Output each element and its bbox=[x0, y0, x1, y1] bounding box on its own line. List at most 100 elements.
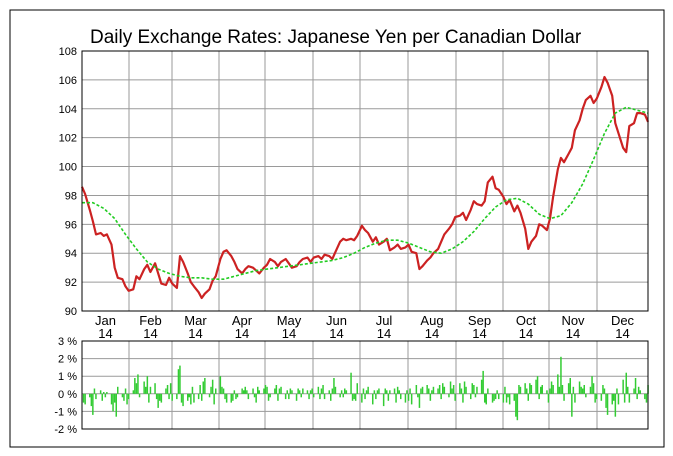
change-bar bbox=[410, 393, 413, 405]
change-bar bbox=[309, 390, 312, 394]
change-bar bbox=[232, 393, 234, 401]
change-bar bbox=[124, 388, 127, 394]
change-bar bbox=[350, 372, 352, 394]
change-bar bbox=[90, 393, 93, 407]
change-bar bbox=[266, 386, 268, 394]
change-bar bbox=[502, 393, 505, 403]
change-bar bbox=[567, 383, 570, 394]
change-y-tick-label: 2 % bbox=[58, 354, 77, 366]
change-bar bbox=[295, 393, 298, 401]
change-bar bbox=[376, 390, 379, 394]
change-bar bbox=[404, 393, 407, 403]
change-bar bbox=[407, 393, 410, 401]
change-bar bbox=[460, 388, 463, 394]
change-bar bbox=[323, 393, 326, 400]
change-bar bbox=[639, 390, 641, 394]
change-bar bbox=[179, 365, 181, 394]
change-bar bbox=[211, 379, 214, 394]
change-bar bbox=[470, 393, 472, 400]
change-bar bbox=[298, 390, 301, 394]
change-bar bbox=[187, 393, 189, 401]
x-year-label: 14 bbox=[282, 326, 296, 341]
change-bar bbox=[420, 388, 422, 394]
change-bar bbox=[603, 388, 606, 394]
y-tick-label: 92 bbox=[65, 277, 77, 289]
change-bar bbox=[297, 388, 299, 394]
change-bar bbox=[361, 393, 363, 403]
change-bar bbox=[333, 378, 335, 394]
change-bar bbox=[591, 376, 593, 394]
change-bar bbox=[372, 393, 374, 405]
change-bar bbox=[463, 381, 466, 394]
x-year-label: 14 bbox=[143, 326, 157, 341]
change-bar bbox=[95, 393, 97, 400]
x-month-label: Jan bbox=[95, 313, 116, 328]
change-y-tick-label: -1 % bbox=[54, 406, 77, 418]
change-bar bbox=[382, 393, 385, 407]
change-bar bbox=[263, 388, 265, 394]
change-bar bbox=[530, 385, 533, 394]
change-bar bbox=[104, 393, 107, 398]
change-bar bbox=[491, 393, 494, 403]
change-bar bbox=[628, 393, 631, 403]
x-year-label: 14 bbox=[615, 326, 629, 341]
change-bar bbox=[384, 388, 386, 394]
change-bar bbox=[550, 381, 553, 394]
change-bar bbox=[345, 390, 348, 394]
change-bar bbox=[201, 393, 203, 401]
x-month-label: Dec bbox=[611, 313, 635, 328]
outer-frame bbox=[9, 9, 665, 448]
x-month-label: Jun bbox=[326, 313, 347, 328]
change-bar bbox=[322, 385, 324, 394]
change-y-tick-label: 1 % bbox=[58, 371, 77, 383]
change-bar bbox=[113, 393, 116, 403]
x-year-label: 14 bbox=[425, 326, 439, 341]
change-bar bbox=[225, 393, 228, 403]
change-bar bbox=[437, 388, 439, 394]
change-bar bbox=[247, 393, 250, 400]
change-y-tick-label: 0 % bbox=[58, 389, 77, 401]
change-bar bbox=[244, 386, 246, 394]
change-bar bbox=[230, 393, 232, 403]
change-bar bbox=[557, 374, 559, 394]
change-bar bbox=[558, 386, 561, 394]
change-bar bbox=[319, 393, 321, 400]
change-bar bbox=[117, 386, 119, 394]
y-tick-label: 100 bbox=[59, 162, 77, 174]
change-bar bbox=[373, 390, 376, 394]
change-bar bbox=[415, 385, 418, 394]
change-bar bbox=[569, 378, 571, 394]
change-y-tick-label: 3 % bbox=[58, 336, 77, 348]
change-bar bbox=[330, 393, 332, 401]
change-bar bbox=[126, 393, 128, 405]
change-bar bbox=[583, 385, 585, 394]
change-bar bbox=[269, 393, 271, 398]
change-bar bbox=[191, 386, 194, 394]
change-bar bbox=[386, 390, 388, 394]
moving-average-line bbox=[82, 106, 649, 281]
change-bar bbox=[496, 390, 498, 394]
y-tick-label: 108 bbox=[59, 46, 77, 58]
change-bar bbox=[288, 393, 290, 400]
change-bar bbox=[160, 393, 163, 403]
daily-rate-line bbox=[80, 75, 650, 300]
change-bar bbox=[302, 388, 304, 394]
change-bar bbox=[617, 393, 620, 405]
change-bar bbox=[93, 388, 96, 394]
change-bar bbox=[471, 383, 473, 394]
main-panel: 9092949698100102104106108Jan14Feb14Mar14… bbox=[9, 9, 665, 448]
change-bar bbox=[243, 390, 245, 394]
change-bar bbox=[518, 385, 520, 394]
change-bar bbox=[145, 386, 147, 394]
change-bar bbox=[339, 393, 341, 398]
change-bar bbox=[406, 390, 408, 394]
change-bar bbox=[585, 393, 587, 398]
change-bar bbox=[602, 385, 604, 394]
change-bar bbox=[454, 393, 456, 401]
x-year-label: 14 bbox=[377, 326, 391, 341]
change-bar bbox=[426, 385, 428, 394]
change-bar bbox=[519, 386, 522, 394]
change-bar bbox=[524, 383, 526, 394]
change-bar bbox=[462, 393, 464, 403]
change-bar bbox=[92, 393, 94, 415]
